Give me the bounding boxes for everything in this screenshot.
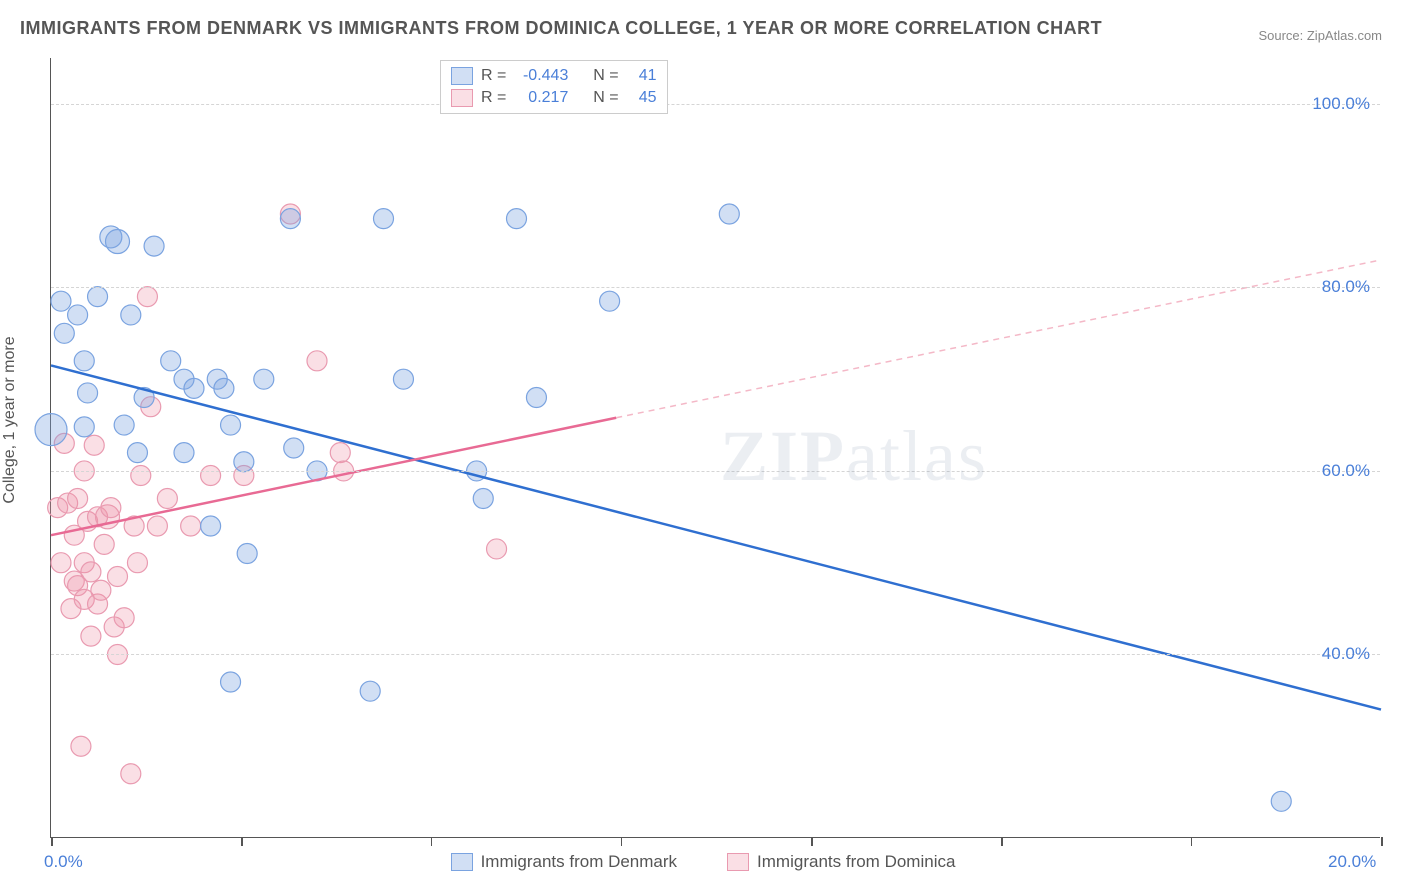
legend-label: Immigrants from Dominica: [757, 852, 955, 872]
data-point: [1271, 791, 1291, 811]
y-tick-label: 40.0%: [1322, 644, 1370, 664]
legend-swatch: [727, 853, 749, 871]
data-point: [174, 443, 194, 463]
x-tick: [241, 837, 243, 846]
data-point: [114, 608, 134, 628]
x-tick: [1191, 837, 1193, 846]
chart-title: IMMIGRANTS FROM DENMARK VS IMMIGRANTS FR…: [20, 18, 1102, 39]
x-tick: [621, 837, 623, 846]
data-point: [237, 544, 257, 564]
y-tick-label: 100.0%: [1312, 94, 1370, 114]
data-point: [214, 378, 234, 398]
data-point: [101, 498, 121, 518]
data-point: [600, 291, 620, 311]
data-point: [147, 516, 167, 536]
x-tick: [1381, 837, 1383, 846]
legend-item: Immigrants from Denmark: [451, 852, 677, 872]
legend-label: Immigrants from Denmark: [481, 852, 677, 872]
data-point: [181, 516, 201, 536]
data-point: [131, 466, 151, 486]
data-point: [74, 351, 94, 371]
data-point: [81, 562, 101, 582]
data-point: [526, 388, 546, 408]
data-point: [719, 204, 739, 224]
stats-legend: R = -0.443 N = 41 R = 0.217 N = 45: [440, 60, 668, 114]
data-point: [81, 626, 101, 646]
data-point: [184, 378, 204, 398]
stats-legend-row: R = -0.443 N = 41: [451, 65, 657, 87]
legend-swatch: [451, 89, 473, 107]
data-point: [108, 566, 128, 586]
y-axis-title: College, 1 year or more: [1, 336, 19, 503]
data-point: [307, 351, 327, 371]
data-point: [35, 414, 67, 446]
stats-legend-row: R = 0.217 N = 45: [451, 87, 657, 109]
data-point: [330, 443, 350, 463]
data-point: [84, 435, 104, 455]
gridline: [51, 287, 1380, 288]
source-label: Source: ZipAtlas.com: [1258, 28, 1382, 43]
data-point: [114, 415, 134, 435]
plot-area: 40.0% 60.0% 80.0% 100.0%: [50, 58, 1380, 838]
y-tick-label: 80.0%: [1322, 277, 1370, 297]
data-point: [91, 580, 111, 600]
data-point: [78, 383, 98, 403]
data-point: [507, 209, 527, 229]
data-point: [234, 452, 254, 472]
regression-line: [51, 365, 1381, 709]
data-point: [106, 230, 130, 254]
gridline: [51, 104, 1380, 105]
data-point: [254, 369, 274, 389]
data-point: [280, 209, 300, 229]
data-point: [71, 736, 91, 756]
data-point: [121, 305, 141, 325]
data-point: [157, 488, 177, 508]
data-point: [74, 417, 94, 437]
data-point: [68, 488, 88, 508]
data-point: [51, 291, 71, 311]
gridline: [51, 471, 1380, 472]
data-point: [144, 236, 164, 256]
data-point: [54, 323, 74, 343]
data-point: [88, 287, 108, 307]
data-point: [127, 443, 147, 463]
data-point: [487, 539, 507, 559]
legend-swatch: [451, 67, 473, 85]
x-tick: [811, 837, 813, 846]
data-point: [51, 553, 71, 573]
legend-item: Immigrants from Dominica: [727, 852, 955, 872]
data-point: [221, 672, 241, 692]
x-tick-label: 0.0%: [44, 852, 83, 872]
y-tick-label: 60.0%: [1322, 461, 1370, 481]
x-tick: [431, 837, 433, 846]
data-point: [393, 369, 413, 389]
data-point: [201, 516, 221, 536]
x-tick-label: 20.0%: [1328, 852, 1376, 872]
data-point: [221, 415, 241, 435]
chart-svg: [51, 58, 1380, 837]
data-point: [127, 553, 147, 573]
data-point: [201, 466, 221, 486]
data-point: [374, 209, 394, 229]
data-point: [161, 351, 181, 371]
legend-swatch: [451, 853, 473, 871]
data-point: [473, 488, 493, 508]
bottom-legend: Immigrants from Denmark Immigrants from D…: [0, 852, 1406, 872]
data-point: [121, 764, 141, 784]
regression-line-dashed: [616, 260, 1381, 418]
data-point: [284, 438, 304, 458]
x-tick: [1001, 837, 1003, 846]
x-tick: [51, 837, 53, 846]
data-point: [137, 287, 157, 307]
data-point: [68, 305, 88, 325]
data-point: [94, 534, 114, 554]
gridline: [51, 654, 1380, 655]
data-point: [360, 681, 380, 701]
